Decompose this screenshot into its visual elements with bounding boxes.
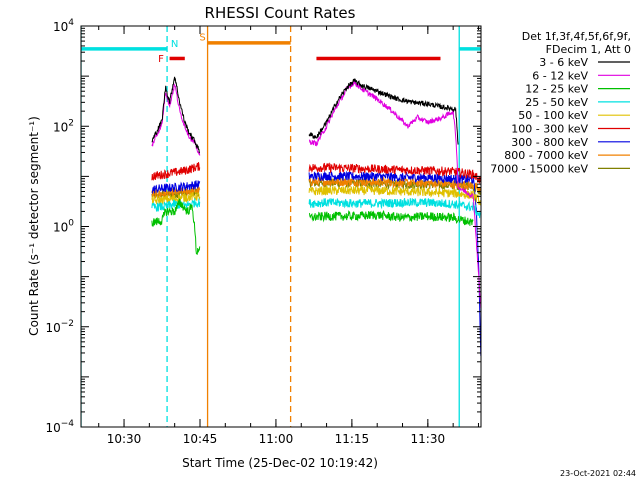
x-tick-label: 10:30 [107, 432, 142, 446]
plot-content: FN S [81, 26, 481, 427]
legend-label-6-12-kev: 6 - 12 keV [532, 69, 588, 82]
legend-header-line1: Det 1f,3f,4f,5f,6f,9f, [522, 30, 631, 43]
y-tick-label: 104 [53, 18, 74, 34]
chart-title: RHESSI Count Rates [205, 4, 356, 22]
y-tick-label: 10−4 [45, 419, 74, 435]
series-line-100-300-kev [151, 162, 481, 184]
legend-label-25-50-kev: 25 - 50 keV [525, 96, 588, 109]
y-tick-label: 10−2 [45, 319, 74, 335]
x-tick-label: 10:45 [183, 432, 218, 446]
series-line-12-25-kev [151, 198, 474, 255]
x-tick-label: 11:15 [335, 432, 370, 446]
series-line-3-6-kev [151, 76, 459, 154]
x-tick-label: 11:00 [259, 432, 294, 446]
legend-header-line2: FDecim 1, Att 0 [546, 43, 631, 56]
x-axis-label: Start Time (25-Dec-02 10:19:42) [182, 456, 378, 470]
series-line-300-800-kev [151, 170, 481, 356]
x-tick-label: 11:30 [411, 432, 446, 446]
footer-timestamp: 23-Oct-2021 02:44 [560, 469, 636, 478]
y-axis-label: Count Rate (s⁻¹ detector segment⁻¹) [27, 116, 41, 336]
legend-label-800-7000-kev: 800 - 7000 keV [504, 149, 588, 162]
y-tick-label: 100 [53, 219, 74, 235]
annotation-S: S [199, 32, 205, 43]
series-line-50-100-kev [151, 185, 481, 206]
annotation-N: N [171, 39, 178, 50]
axes: 10:30 10:45 11:00 11:15 11:30 10−4 10−2 100 102 1… [45, 18, 481, 446]
y-tick-label: 102 [53, 118, 74, 134]
legend-label-50-100-kev: 50 - 100 keV [518, 109, 588, 122]
legend-label-7000-15000-kev: 7000 - 15000 keV [490, 162, 588, 175]
legend-label-12-25-kev: 12 - 25 keV [525, 83, 588, 96]
legend-label-100-300-kev: 100 - 300 keV [511, 123, 588, 136]
legend-label-300-800-kev: 300 - 800 keV [511, 136, 588, 149]
annotation-F: F [158, 54, 164, 65]
legend-label-3-6-kev: 3 - 6 keV [539, 56, 588, 69]
legend: Det 1f,3f,4f,5f,6f,9f, FDecim 1, Att 0 3… [490, 30, 631, 175]
